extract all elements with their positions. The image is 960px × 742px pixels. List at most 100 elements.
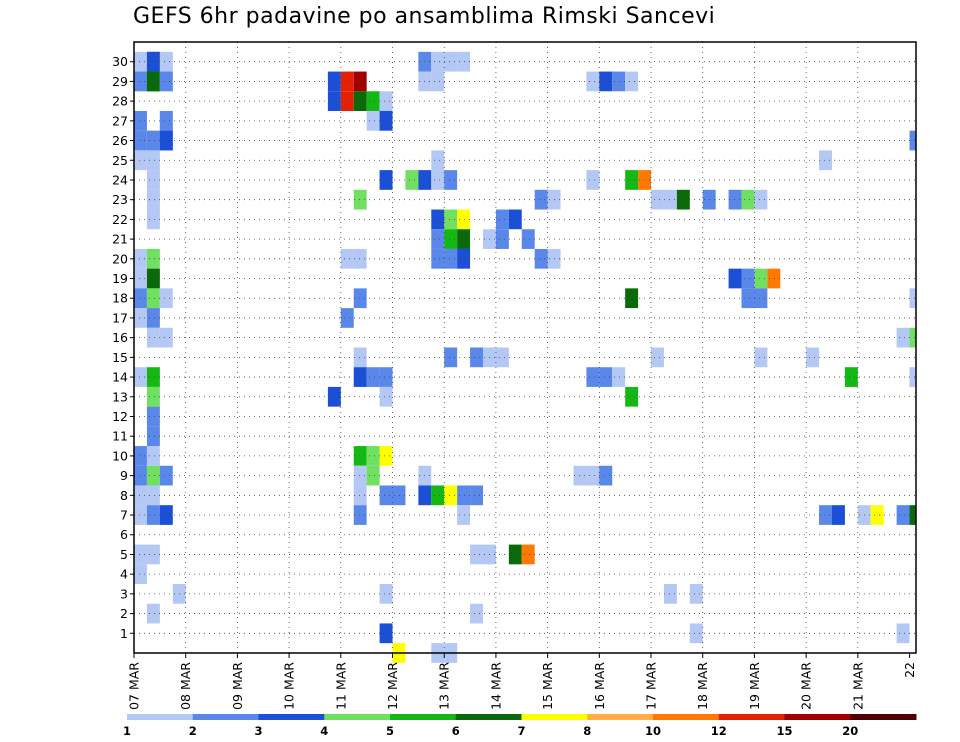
heatmap-cell [741, 189, 755, 210]
heatmap-cell [134, 446, 147, 466]
y-tick-label: 29 [112, 74, 128, 89]
heatmap-cell [134, 248, 147, 269]
heatmap-cell [444, 485, 458, 506]
heatmap-cell [444, 347, 458, 368]
colorbar-label: 20 [842, 724, 858, 738]
colorbar-swatch [850, 714, 917, 720]
heatmap-cell [353, 288, 367, 309]
colorbar-label: 7 [517, 724, 525, 738]
heatmap-cell [844, 367, 858, 387]
heatmap-cell [689, 584, 703, 604]
heatmap-cell [728, 268, 742, 289]
heatmap-cell [470, 544, 483, 565]
y-tick-label: 27 [112, 113, 128, 128]
colorbar-label: 15 [776, 724, 792, 738]
heatmap-cell [651, 347, 664, 368]
heatmap-cell [146, 189, 160, 210]
heatmap-cell [819, 505, 832, 525]
colorbar-swatch [390, 714, 457, 720]
heatmap-cell [625, 71, 639, 92]
heatmap-cell [340, 91, 354, 111]
heatmap-cell [146, 170, 160, 190]
y-tick-label: 8 [120, 488, 128, 503]
heatmap-cell [146, 465, 160, 486]
heatmap-cell [134, 465, 147, 486]
x-tick-label: 12 MAR [385, 662, 400, 710]
heatmap-cell [534, 248, 548, 269]
heatmap-cell [146, 426, 160, 447]
heatmap-cell [134, 268, 147, 289]
heatmap-cell [819, 150, 832, 171]
y-tick-label: 28 [112, 94, 128, 109]
plot-frame [133, 41, 917, 654]
heatmap-cell [599, 367, 613, 387]
heatmap-cell [741, 268, 755, 289]
heatmap-cell [612, 71, 626, 92]
y-tick-label: 22 [112, 212, 128, 227]
heatmap-cell [689, 623, 703, 644]
heatmap-cell [366, 446, 380, 466]
heatmap-cell [353, 248, 367, 269]
colorbar-swatch [127, 714, 194, 720]
heatmap-cell [146, 308, 160, 328]
heatmap-cell [353, 505, 367, 525]
y-tick-label: 19 [112, 271, 128, 286]
x-tick-label: 21 MAR [850, 662, 865, 710]
heatmap-cell [379, 623, 393, 644]
x-tick-label: 19 MAR [747, 662, 762, 710]
heatmap-cell [457, 248, 471, 269]
heatmap-cell [353, 367, 367, 387]
x-tick-label: 07 MAR [127, 662, 142, 710]
heatmap-cell [754, 288, 768, 309]
y-axis: 1234567891011121314151617181920212223242… [112, 54, 134, 641]
y-tick-label: 14 [112, 370, 128, 385]
heatmap-cell [806, 347, 820, 368]
heatmap-cell [754, 268, 768, 289]
chart-title: GEFS 6hr padavine po ansamblima Rimski S… [133, 4, 716, 29]
y-tick-label: 18 [112, 291, 128, 306]
heatmap-cell [754, 189, 768, 210]
y-tick-label: 15 [112, 350, 128, 365]
y-tick-label: 3 [120, 586, 128, 601]
heatmap-cell [431, 170, 445, 190]
colorbar-swatch [521, 714, 588, 720]
heatmap-cell [379, 170, 393, 190]
colorbar-label: 8 [583, 724, 591, 738]
heatmap-cell [521, 544, 535, 565]
heatmap-cell [146, 327, 160, 348]
y-tick-label: 4 [120, 567, 128, 582]
heatmap-cell [134, 308, 147, 328]
y-tick-label: 7 [120, 508, 128, 523]
x-tick-label: 13 MAR [437, 662, 452, 710]
x-axis: 07 MAR 08 MAR 09 MAR 10 MAR 11 MAR 12 MAR 13 M… [127, 653, 917, 710]
y-tick-label: 23 [112, 192, 128, 207]
y-tick-label: 5 [120, 547, 128, 562]
colorbar-label: 10 [645, 724, 661, 738]
heatmap-cell [366, 465, 380, 486]
heatmap-cell [676, 189, 690, 210]
heatmap-cell [909, 367, 916, 387]
heatmap-cell [444, 248, 458, 269]
x-tick-label: 09 MAR [230, 662, 245, 710]
heatmap-cell [831, 505, 845, 525]
heatmap-cell [896, 623, 910, 644]
y-tick-label: 20 [112, 251, 128, 266]
x-tick-label: 16 MAR [592, 662, 607, 710]
heatmap-cell [431, 150, 445, 171]
heatmap-cell [159, 71, 173, 92]
heatmap-cell [508, 209, 522, 230]
colorbar-label: 4 [320, 724, 328, 738]
heatmap-cell [457, 209, 471, 230]
colorbar-swatch [455, 714, 522, 720]
heatmap-cell [909, 130, 916, 151]
heatmap-cell [431, 229, 445, 249]
heatmap-cell [457, 505, 471, 525]
heatmap-cell [353, 465, 367, 486]
heatmap-cell [146, 130, 160, 151]
x-tick-label: 20 MAR [799, 662, 814, 710]
heatmap-cell [741, 288, 755, 309]
y-tick-label: 12 [112, 409, 128, 424]
heatmap-cell [651, 189, 664, 210]
colorbar-swatch [784, 714, 851, 720]
heatmap-cell [470, 603, 483, 624]
